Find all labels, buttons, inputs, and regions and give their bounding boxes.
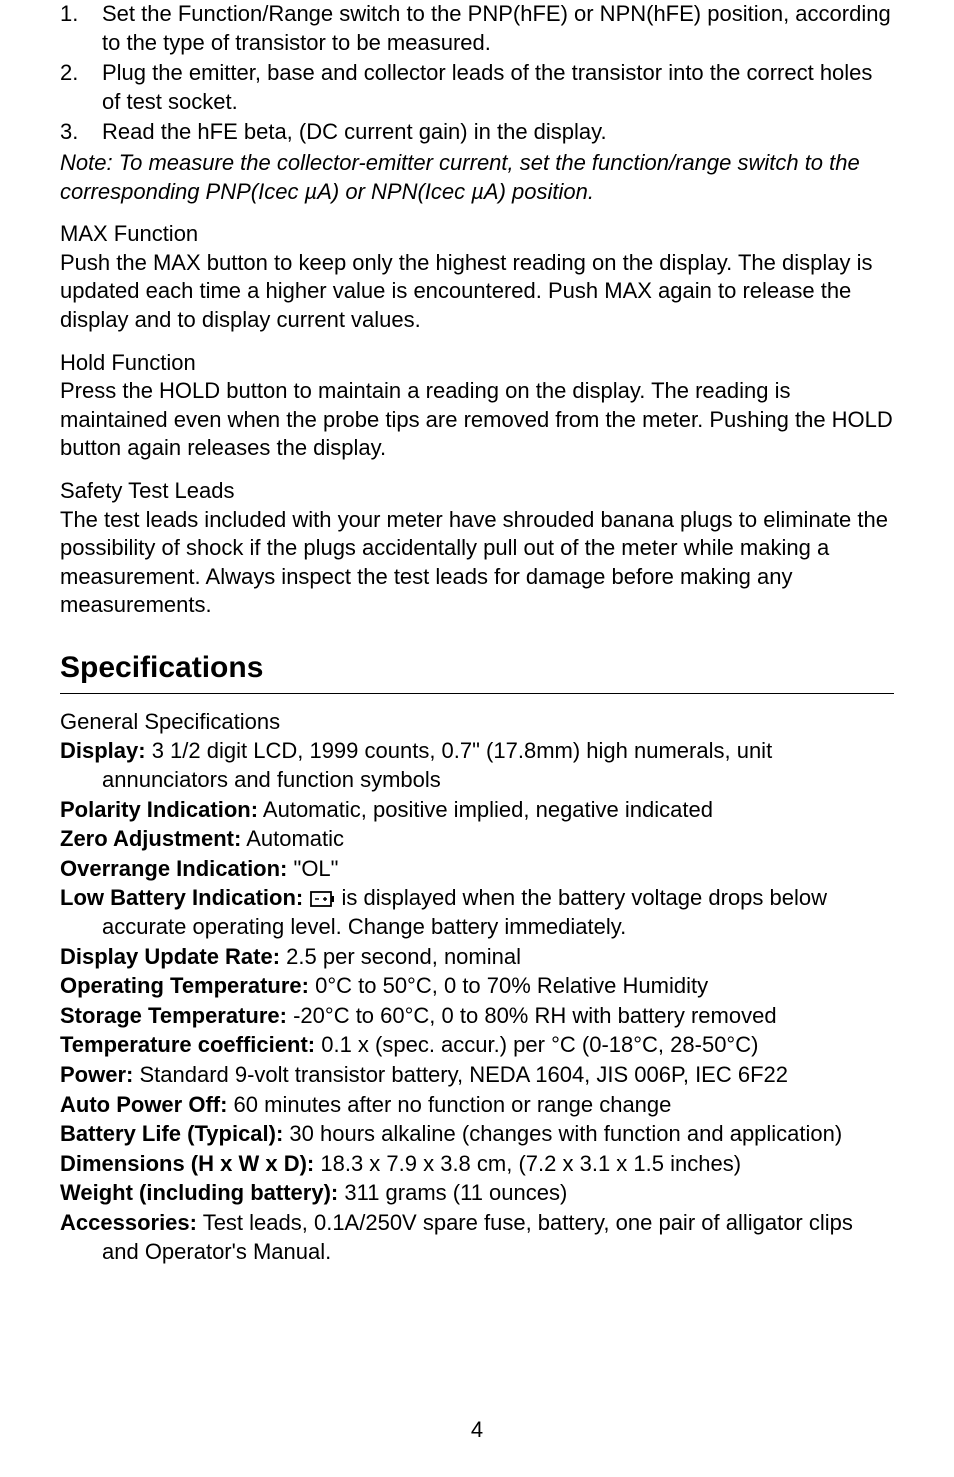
spec-line: Accessories: Test leads, 0.1A/250V spare…: [60, 1209, 894, 1266]
safety-test-leads-section: Safety Test Leads The test leads include…: [60, 477, 894, 620]
section-title: Safety Test Leads: [60, 477, 894, 506]
spec-label: Low Battery Indication:: [60, 885, 303, 910]
step-text: Plug the emitter, base and collector lea…: [102, 60, 872, 114]
spec-line: Operating Temperature: 0°C to 50°C, 0 to…: [60, 972, 894, 1001]
spec-line: Power: Standard 9-volt transistor batter…: [60, 1061, 894, 1090]
spec-value: 3 1/2 digit LCD, 1999 counts, 0.7" (17.8…: [102, 738, 772, 792]
spec-line: Display: 3 1/2 digit LCD, 1999 counts, 0…: [60, 737, 894, 794]
spec-value: Test leads, 0.1A/250V spare fuse, batter…: [102, 1210, 853, 1264]
spec-value: 30 hours alkaline (changes with function…: [283, 1121, 842, 1146]
spec-line: Storage Temperature: -20°C to 60°C, 0 to…: [60, 1002, 894, 1031]
spec-label: Polarity Indication:: [60, 797, 258, 822]
max-function-section: MAX Function Push the MAX button to keep…: [60, 220, 894, 334]
general-specifications-label: General Specifications: [60, 708, 894, 737]
spec-label: Zero Adjustment:: [60, 826, 241, 851]
spec-label: Storage Temperature:: [60, 1003, 287, 1028]
list-item: 3. Read the hFE beta, (DC current gain) i…: [60, 118, 894, 147]
step-number: 3.: [60, 118, 78, 147]
section-body: Press the HOLD button to maintain a read…: [60, 377, 894, 463]
spec-label: Power:: [60, 1062, 133, 1087]
spec-line: Auto Power Off: 60 minutes after no func…: [60, 1091, 894, 1120]
spec-label: Accessories:: [60, 1210, 197, 1235]
spec-value: 2.5 per second, nominal: [280, 944, 521, 969]
list-item: 2. Plug the emitter, base and collector l…: [60, 59, 894, 116]
spec-label: Auto Power Off:: [60, 1092, 227, 1117]
spec-label: Display:: [60, 738, 146, 763]
spec-value: "OL": [287, 856, 338, 881]
spec-label: Weight (including battery):: [60, 1180, 338, 1205]
list-item: 1. Set the Function/Range switch to the P…: [60, 0, 894, 57]
divider: [60, 693, 894, 694]
spec-value: 18.3 x 7.9 x 3.8 cm, (7.2 x 3.1 x 1.5 in…: [314, 1151, 741, 1176]
spec-value: Standard 9-volt transistor battery, NEDA…: [133, 1062, 788, 1087]
spec-value: Automatic: [241, 826, 344, 851]
section-body: The test leads included with your meter …: [60, 506, 894, 620]
section-title: Hold Function: [60, 349, 894, 378]
spec-line: Weight (including battery): 311 grams (1…: [60, 1179, 894, 1208]
spec-line: Zero Adjustment: Automatic: [60, 825, 894, 854]
spec-label: Battery Life (Typical):: [60, 1121, 283, 1146]
note-text: Note: To measure the collector-emitter c…: [60, 149, 894, 206]
step-number: 1.: [60, 0, 78, 29]
spec-label: Operating Temperature:: [60, 973, 309, 998]
section-title: MAX Function: [60, 220, 894, 249]
specifications-list: Display: 3 1/2 digit LCD, 1999 counts, 0…: [60, 737, 894, 1266]
spec-line: Display Update Rate: 2.5 per second, nom…: [60, 943, 894, 972]
hold-function-section: Hold Function Press the HOLD button to m…: [60, 349, 894, 463]
spec-line: Temperature coefficient: 0.1 x (spec. ac…: [60, 1031, 894, 1060]
spec-label: Temperature coefficient:: [60, 1032, 315, 1057]
procedure-steps-list: 1. Set the Function/Range switch to the P…: [60, 0, 894, 147]
step-text: Read the hFE beta, (DC current gain) in …: [102, 119, 607, 144]
spec-line: Overrange Indication: "OL": [60, 855, 894, 884]
spec-label: Display Update Rate:: [60, 944, 280, 969]
spec-value: 60 minutes after no function or range ch…: [227, 1092, 671, 1117]
spec-label: Dimensions (H x W x D):: [60, 1151, 314, 1176]
section-body: Push the MAX button to keep only the hig…: [60, 249, 894, 335]
spec-value: 311 grams (11 ounces): [338, 1180, 567, 1205]
spec-value: Automatic, positive implied, negative in…: [258, 797, 713, 822]
spec-line: Battery Life (Typical): 30 hours alkalin…: [60, 1120, 894, 1149]
spec-value: 0°C to 50°C, 0 to 70% Relative Humidity: [309, 973, 708, 998]
spec-line: Dimensions (H x W x D): 18.3 x 7.9 x 3.8…: [60, 1150, 894, 1179]
spec-value: -20°C to 60°C, 0 to 80% RH with battery …: [287, 1003, 777, 1028]
spec-value: 0.1 x (spec. accur.) per °C (0-18°C, 28-…: [315, 1032, 758, 1057]
low-battery-icon: [309, 885, 335, 910]
spec-line: Low Battery Indication: is displayed whe…: [60, 884, 894, 941]
spec-label: Overrange Indication:: [60, 856, 287, 881]
spec-line: Polarity Indication: Automatic, positive…: [60, 796, 894, 825]
step-text: Set the Function/Range switch to the PNP…: [102, 1, 891, 55]
step-number: 2.: [60, 59, 78, 88]
specifications-heading: Specifications: [60, 648, 894, 687]
page-number: 4: [60, 1416, 894, 1445]
